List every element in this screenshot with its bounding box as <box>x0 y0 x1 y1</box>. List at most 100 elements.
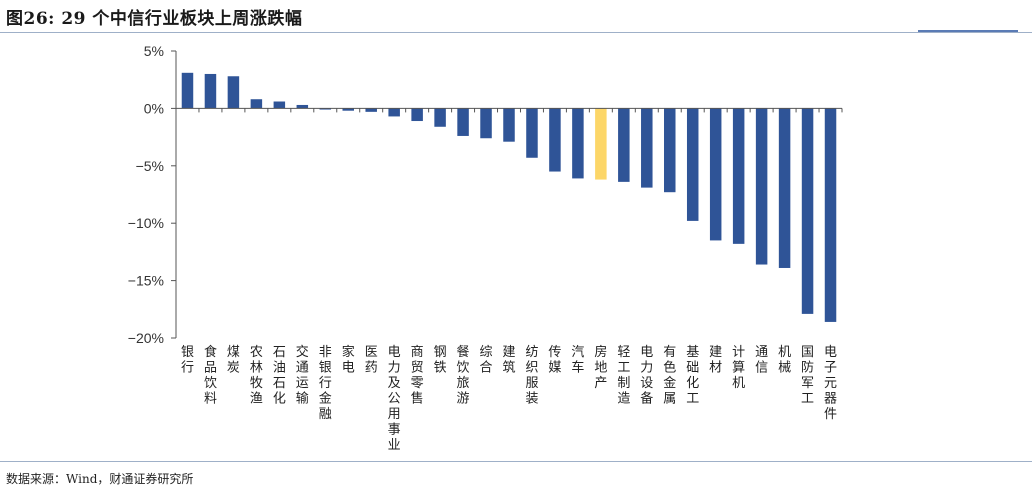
x-tick-char: 事 <box>388 423 401 438</box>
x-tick-char: 融 <box>319 407 332 422</box>
x-tick-char: 房 <box>594 344 607 360</box>
x-tick-char: 石 <box>273 376 286 391</box>
x-tick-char: 建 <box>709 345 722 360</box>
x-tick-char: 备 <box>640 391 653 407</box>
bar-餐饮旅游 <box>457 108 469 136</box>
x-tick-char: 医 <box>365 345 378 360</box>
x-tick-char: 电 <box>824 345 837 360</box>
x-tick-char: 家 <box>342 344 355 360</box>
chart-title: 图26: 29 个中信行业板块上周涨跌幅 <box>6 9 303 29</box>
x-tick-char: 信 <box>755 361 768 376</box>
x-tick-label: 银行 <box>181 345 194 376</box>
x-tick-char: 产 <box>594 376 607 391</box>
bar-纺织服装 <box>526 108 538 158</box>
x-tick-char: 渔 <box>250 392 263 407</box>
bar-通信 <box>755 108 768 265</box>
x-tick-label: 汽车 <box>571 345 584 376</box>
bar-汽车 <box>572 108 584 179</box>
y-axis: 5% 0% −5% −10% −15% −20% <box>128 43 177 346</box>
x-tick-char: 械 <box>778 361 791 376</box>
x-tick-char: 机 <box>732 376 745 391</box>
x-tick-char: 药 <box>365 361 378 376</box>
x-tick-char: 制 <box>617 376 630 391</box>
bar-电子元器件 <box>824 108 837 322</box>
x-tick-char: 筑 <box>502 360 515 376</box>
y-tick-label: −20% <box>128 330 164 346</box>
bar-房地产 <box>595 108 607 180</box>
bar-交通运输 <box>296 104 309 109</box>
x-tick-char: 品 <box>204 361 217 376</box>
x-tick-char: 础 <box>686 361 699 376</box>
x-tick-char: 及 <box>388 376 401 391</box>
title-divider <box>0 32 1032 33</box>
x-tick-char: 材 <box>709 361 722 376</box>
bar-计算机 <box>732 108 745 244</box>
x-tick-char: 合 <box>480 361 493 376</box>
bar-石油石化 <box>273 101 286 109</box>
bar-食品饮料 <box>204 73 217 109</box>
bar-农林牧渔 <box>250 99 263 109</box>
y-tick-label: −10% <box>128 215 164 231</box>
x-tick-char: 银 <box>181 345 194 360</box>
bar-煤炭 <box>227 76 240 109</box>
x-tick-char: 饮 <box>457 361 470 376</box>
y-tick-label: 5% <box>144 43 164 59</box>
x-tick-char: 装 <box>525 392 538 407</box>
x-tick-char: 纺 <box>525 345 538 360</box>
y-tick-label: 0% <box>144 100 164 116</box>
bar-综合 <box>480 108 492 139</box>
x-tick-char: 输 <box>296 391 309 407</box>
x-tick-char: 料 <box>204 392 217 407</box>
x-tick-char: 轻 <box>617 345 630 360</box>
x-tick-char: 非 <box>319 345 332 360</box>
x-tick-char: 钢 <box>434 345 447 360</box>
x-tick-char: 军 <box>801 376 814 391</box>
x-tick-char: 力 <box>388 361 401 376</box>
x-tick-char: 林 <box>250 361 263 376</box>
x-tick-char: 造 <box>617 392 630 407</box>
bar-有色金属 <box>664 108 676 193</box>
x-tick-label: 钢铁 <box>434 345 447 376</box>
x-tick-char: 食 <box>204 344 217 360</box>
x-tick-char: 传 <box>548 345 561 360</box>
x-tick-char: 贸 <box>411 361 424 376</box>
x-tick-label: 医药 <box>365 345 378 376</box>
x-tick-char: 金 <box>319 391 332 407</box>
x-tick-char: 牧 <box>250 376 263 391</box>
x-tick-char: 属 <box>663 392 676 407</box>
bar-建材 <box>709 108 722 241</box>
x-tick-char: 煤 <box>227 345 240 360</box>
bars <box>181 72 837 322</box>
x-tick-char: 旅 <box>457 376 470 391</box>
x-tick-char: 金 <box>663 375 676 391</box>
source-note: 数据来源：Wind，财通证券研究所 <box>6 472 194 486</box>
x-tick-char: 服 <box>525 376 538 391</box>
x-tick-char: 运 <box>296 376 309 391</box>
x-tick-label: 综合 <box>480 345 493 376</box>
bar-建筑 <box>503 108 515 142</box>
x-tick-char: 石 <box>273 345 286 360</box>
footer-divider <box>0 461 1032 462</box>
x-tick-char: 化 <box>686 376 699 391</box>
x-tick-char: 银 <box>319 361 332 376</box>
x-tick-char: 商 <box>411 345 424 360</box>
bar-银行 <box>181 72 194 109</box>
x-tick-char: 业 <box>388 438 401 453</box>
x-tick-char: 化 <box>273 392 286 407</box>
x-tick-char: 用 <box>388 407 401 422</box>
x-tick-char: 设 <box>640 376 653 391</box>
bar-基础化工 <box>686 108 699 221</box>
bar-机械 <box>778 108 791 268</box>
x-tick-char: 计 <box>732 345 745 360</box>
bar-传媒 <box>549 108 561 172</box>
x-tick-char: 车 <box>571 360 584 376</box>
x-tick-label: 房地产 <box>594 344 607 391</box>
x-tick-char: 工 <box>617 361 630 376</box>
